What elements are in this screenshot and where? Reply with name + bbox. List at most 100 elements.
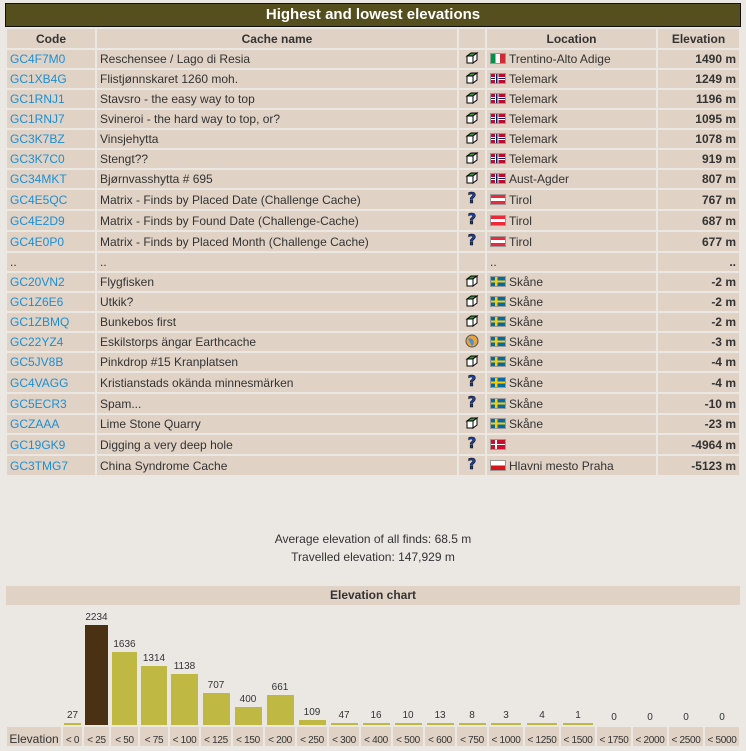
bar-category-label: < 750 — [457, 727, 487, 746]
location-name: Skåne — [509, 396, 544, 411]
bar-value-label: 3 — [503, 710, 509, 721]
chart-title: Elevation chart — [6, 586, 740, 605]
table-row: GC4E2D9 Matrix - Finds by Found Date (Ch… — [7, 210, 739, 230]
location-name: Tirol — [509, 192, 532, 207]
location-cell: Skåne — [487, 353, 656, 371]
chart-column: 0 — [705, 608, 739, 725]
traditional-cache-icon — [459, 130, 485, 148]
mystery-cache-icon: ? — [459, 434, 485, 454]
flag-se-icon — [490, 418, 506, 429]
flag-se-icon — [490, 336, 506, 347]
location-cell: Skåne — [487, 293, 656, 311]
cache-code-link[interactable]: GC22YZ4 — [7, 333, 95, 351]
bar-category-label: < 200 — [265, 727, 295, 746]
traditional-cache-icon — [459, 353, 485, 371]
table-row: .. .. .. .. — [7, 253, 739, 271]
cache-code-link[interactable]: GC5JV8B — [7, 353, 95, 371]
bar-category-label: < 50 — [111, 727, 138, 746]
flag-it-icon — [490, 53, 506, 64]
bar-value-label: 661 — [271, 682, 289, 693]
bar-category-label: < 1750 — [597, 727, 631, 746]
table-row: GC4E0P0 Matrix - Finds by Placed Month (… — [7, 231, 739, 251]
cache-name: .. — [97, 253, 457, 271]
cache-code-link[interactable]: GC34MKT — [7, 170, 95, 188]
svg-text:?: ? — [468, 456, 477, 472]
mystery-cache-icon: ? — [459, 455, 485, 475]
flag-no-icon — [490, 73, 506, 84]
flag-se-icon — [490, 397, 506, 409]
cache-code-link[interactable]: GC1ZBMQ — [7, 313, 95, 331]
cache-code-link[interactable]: GC3K7BZ — [7, 130, 95, 148]
chart-column: 3 — [489, 608, 523, 725]
cache-code-link[interactable]: GC3TMG7 — [7, 456, 95, 475]
elevation-value: 1095 m — [658, 110, 739, 128]
chart-column: 400 — [233, 608, 263, 725]
svg-text:?: ? — [468, 435, 477, 451]
table-row: GC1RNJ1 Stavsro - the easy way to top Te… — [7, 90, 739, 108]
location-name: Skåne — [509, 355, 544, 369]
bar-value-label: 1138 — [173, 661, 196, 672]
location-name: .. — [490, 255, 497, 269]
table-row: GC4E5QC Matrix - Finds by Placed Date (C… — [7, 189, 739, 209]
bar-category-label: < 300 — [329, 727, 359, 746]
elevation-value: -2 m — [658, 313, 739, 331]
chart-column: 8 — [457, 608, 487, 725]
cache-code-link[interactable]: GC4F7M0 — [7, 50, 95, 68]
table-row: GC3TMG7 China Syndrome Cache ? Hlavni me… — [7, 455, 739, 475]
traditional-cache-icon — [459, 150, 485, 168]
bar-value-label: 2234 — [85, 612, 108, 623]
location-name: Tirol — [509, 234, 532, 249]
svg-text:?: ? — [468, 373, 477, 389]
location-cell — [487, 435, 656, 454]
elevation-value: 767 m — [658, 190, 739, 209]
cache-code-link[interactable]: GC4E5QC — [7, 190, 95, 209]
mystery-cache-icon: ? — [459, 231, 485, 251]
flag-se-icon — [490, 356, 506, 367]
chart-column: 10 — [393, 608, 423, 725]
stats: Average elevation of all finds: 68.5 m T… — [0, 530, 746, 566]
flag-at-icon — [490, 193, 506, 205]
cache-code-link[interactable]: GC20VN2 — [7, 273, 95, 291]
bar-category-label: < 25 — [84, 727, 109, 746]
bar — [426, 723, 454, 725]
cache-code-link[interactable]: GC1Z6E6 — [7, 293, 95, 311]
chart-column: 2234 — [84, 608, 109, 725]
bar — [330, 723, 358, 725]
cache-code-link: .. — [7, 253, 95, 271]
bar-value-label: 16 — [370, 710, 382, 721]
table-row: GC4F7M0 Reschensee / Lago di Resia Trent… — [7, 50, 739, 68]
cache-code-link[interactable]: GC5ECR3 — [7, 394, 95, 413]
bar-category-label: < 2000 — [633, 727, 667, 746]
cache-name: Vinsjehytta — [97, 130, 457, 148]
flag-no-icon — [490, 93, 506, 104]
table-row: GC1Z6E6 Utkik? Skåne -2 m — [7, 293, 739, 311]
svg-text:?: ? — [468, 211, 477, 227]
bar-category-label: < 500 — [393, 727, 423, 746]
empty-icon-cell — [459, 253, 485, 271]
svg-text:?: ? — [468, 394, 477, 410]
mystery-cache-icon: ? — [459, 210, 485, 230]
elevation-value: 1196 m — [658, 90, 739, 108]
traditional-cache-icon — [459, 313, 485, 331]
cache-code-link[interactable]: GC4VAGG — [7, 373, 95, 392]
cache-code-link[interactable]: GC4E2D9 — [7, 211, 95, 230]
cache-name: Pinkdrop #15 Kranplatsen — [97, 353, 457, 371]
mystery-cache-icon: ? — [459, 393, 485, 413]
traditional-cache-icon — [459, 90, 485, 108]
cache-code-link[interactable]: GC19GK9 — [7, 435, 95, 454]
bar-value-label: 0 — [611, 712, 617, 723]
cache-code-link[interactable]: GC4E0P0 — [7, 232, 95, 251]
bar-category-label: < 150 — [233, 727, 263, 746]
cache-code-link[interactable]: GC1XB4G — [7, 70, 95, 88]
cache-code-link[interactable]: GC1RNJ1 — [7, 90, 95, 108]
cache-code-link[interactable]: GCZAAA — [7, 415, 95, 433]
cache-code-link[interactable]: GC3K7C0 — [7, 150, 95, 168]
cache-code-link[interactable]: GC1RNJ7 — [7, 110, 95, 128]
bar-value-label: 0 — [647, 712, 653, 723]
bar-value-label: 8 — [469, 710, 475, 721]
bar-category-label: < 0 — [63, 727, 82, 746]
location-name: Trentino-Alto Adige — [509, 52, 611, 66]
location-cell: Hlavni mesto Praha — [487, 456, 656, 475]
bar-value-label: 47 — [338, 710, 350, 721]
bar-value-label: 707 — [207, 680, 225, 691]
